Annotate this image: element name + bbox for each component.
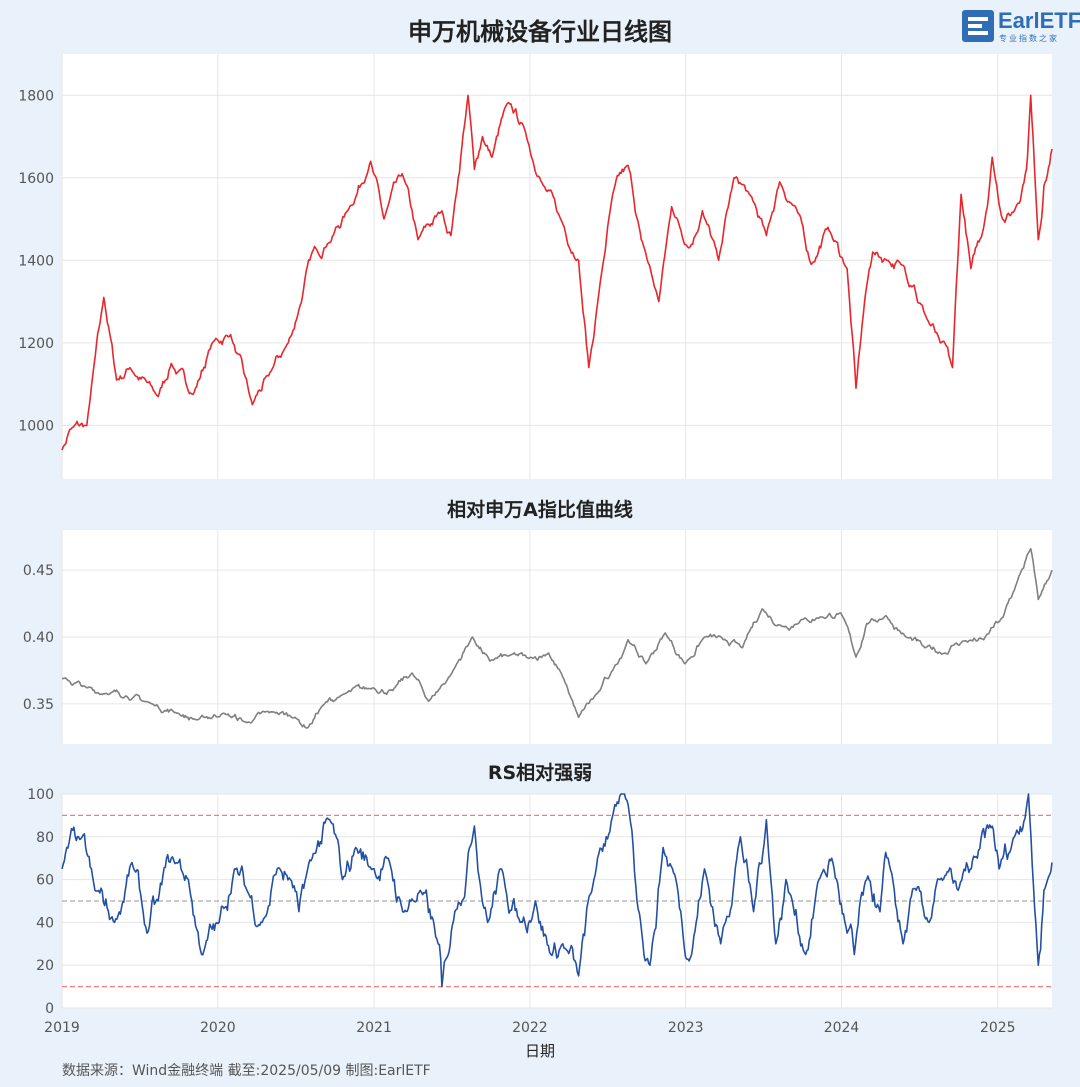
y-tick-label: 0.45 [23, 563, 54, 579]
y-tick-label: 0.40 [23, 630, 54, 646]
y-tick-label: 0 [45, 1001, 54, 1017]
y-tick-label: 20 [36, 958, 54, 974]
chart-title: 申万机械设备行业日线图 [408, 18, 672, 46]
logo-subtitle: 专业指数之家 [999, 34, 1059, 43]
y-tick-label: 1000 [18, 418, 54, 434]
x-tick-label: 2022 [512, 1020, 548, 1036]
rs-chart-title: RS相对强弱 [487, 762, 593, 784]
series-line-1 [61, 547, 1053, 729]
y-tick-label: 40 [36, 915, 54, 931]
y-tick-label: 1800 [18, 88, 54, 104]
x-tick-label: 2025 [980, 1020, 1016, 1036]
x-tick-label: 2023 [668, 1020, 704, 1036]
x-tick-label: 2019 [44, 1020, 80, 1036]
x-tick-label: 2020 [200, 1020, 236, 1036]
x-tick-label: 2021 [356, 1020, 392, 1036]
plot-area-0 [62, 54, 1052, 479]
y-tick-label: 80 [36, 830, 54, 846]
x-tick-label: 2024 [824, 1020, 860, 1036]
y-tick-label: 1400 [18, 253, 54, 269]
series-line-2 [61, 793, 1053, 988]
y-tick-label: 60 [36, 873, 54, 889]
y-tick-label: 0.35 [23, 697, 54, 713]
source-footer: 数据来源：Wind金融终端 截至:2025/05/09 制图:EarlETF [62, 1063, 431, 1079]
series-line-0 [61, 94, 1053, 451]
x-axis-label: 日期 [524, 1042, 555, 1060]
y-tick-label: 100 [27, 787, 54, 803]
y-tick-label: 1200 [18, 336, 54, 352]
earletf-logo: EarlETF 专业指数之家 [962, 8, 1080, 44]
ratio-chart-title: 相对申万A指比值曲线 [447, 499, 633, 521]
y-tick-label: 1600 [18, 171, 54, 187]
logo-text: EarlETF [998, 8, 1080, 33]
logo-mark-icon [962, 10, 994, 42]
